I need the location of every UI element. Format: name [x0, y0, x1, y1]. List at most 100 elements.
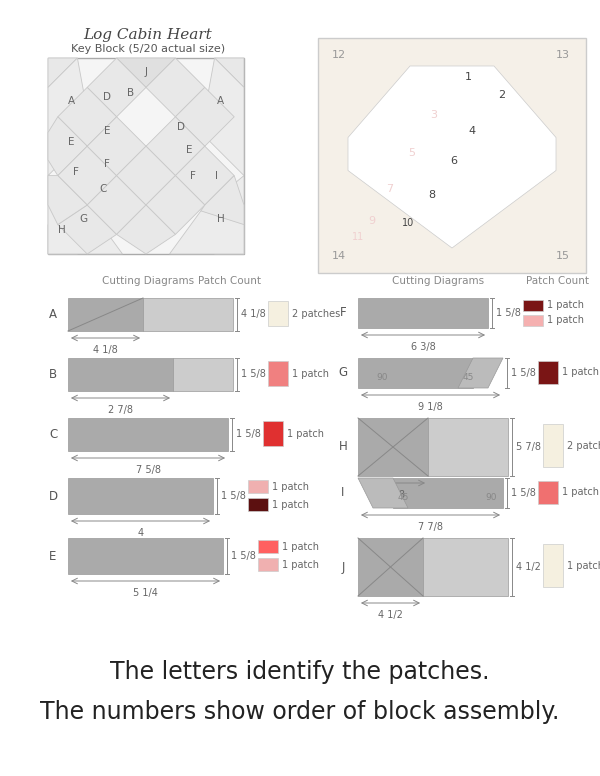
Text: 6 3/8: 6 3/8 [410, 342, 436, 352]
Text: 45: 45 [463, 372, 475, 382]
Text: H: H [338, 441, 347, 453]
Text: 2 patches: 2 patches [292, 309, 340, 319]
Bar [318, 38, 586, 273]
Polygon shape [48, 175, 87, 224]
Text: I: I [215, 171, 218, 181]
Polygon shape [266, 154, 364, 252]
Text: D: D [177, 122, 185, 132]
Bar [428, 418, 508, 476]
Bar [268, 362, 288, 386]
Text: 1 5/8: 1 5/8 [231, 551, 256, 561]
Text: 7 7/8: 7 7/8 [418, 522, 443, 532]
Text: Cutting Diagrams: Cutting Diagrams [392, 276, 484, 286]
Bar [68, 358, 173, 391]
Polygon shape [146, 117, 205, 175]
Text: B: B [49, 368, 57, 381]
Polygon shape [87, 175, 146, 234]
Text: I: I [341, 487, 344, 500]
Polygon shape [175, 88, 234, 146]
Polygon shape [48, 175, 122, 254]
Text: F: F [73, 167, 79, 177]
Text: E: E [104, 126, 110, 136]
Bar [68, 478, 213, 514]
Polygon shape [201, 175, 244, 224]
Text: 2 7/8: 2 7/8 [108, 405, 133, 415]
Polygon shape [452, 66, 600, 265]
Polygon shape [146, 58, 205, 117]
Text: F: F [190, 171, 196, 181]
Text: Patch Count: Patch Count [199, 276, 262, 286]
Text: The numbers show order of block assembly.: The numbers show order of block assembly… [40, 700, 560, 724]
Polygon shape [58, 146, 116, 205]
Text: 1: 1 [464, 72, 472, 82]
Polygon shape [48, 117, 87, 175]
Text: H: H [58, 226, 65, 235]
Text: 1 5/8: 1 5/8 [241, 369, 266, 379]
Polygon shape [263, 132, 386, 255]
Text: 1 patch: 1 patch [272, 482, 309, 491]
Text: 15: 15 [556, 251, 570, 261]
Bar [538, 361, 558, 383]
Polygon shape [116, 58, 175, 88]
Polygon shape [87, 58, 146, 117]
Bar [523, 300, 543, 310]
Polygon shape [358, 478, 408, 508]
Bar [358, 358, 473, 388]
Text: 1 5/8: 1 5/8 [236, 429, 261, 439]
Text: 4 1/2: 4 1/2 [516, 562, 541, 572]
Text: D: D [49, 490, 58, 503]
Bar [543, 544, 563, 587]
Polygon shape [48, 58, 91, 175]
Text: 14: 14 [332, 251, 346, 261]
Text: 7 5/8: 7 5/8 [136, 465, 161, 475]
Text: 1 patch: 1 patch [562, 367, 599, 377]
Text: 10: 10 [402, 218, 414, 228]
Text: 45: 45 [398, 493, 409, 501]
Text: 1 patch: 1 patch [567, 560, 600, 570]
Text: The letters identify the patches.: The letters identify the patches. [110, 660, 490, 684]
Bar [543, 424, 563, 467]
Text: F: F [104, 159, 110, 169]
Text: 3: 3 [431, 110, 437, 120]
Text: J: J [341, 560, 344, 573]
Text: G: G [338, 366, 347, 379]
Polygon shape [518, 132, 600, 255]
Bar [358, 298, 488, 328]
Text: 1 5/8: 1 5/8 [496, 308, 521, 318]
Text: 4 1/2: 4 1/2 [378, 610, 403, 620]
Text: 7: 7 [386, 184, 394, 194]
Bar [248, 480, 268, 494]
Text: E: E [68, 137, 75, 147]
Polygon shape [175, 146, 234, 205]
Polygon shape [87, 117, 146, 175]
Text: 11: 11 [352, 232, 364, 242]
Bar [268, 301, 288, 326]
Bar [393, 478, 503, 508]
Bar [48, 58, 244, 254]
Text: G: G [79, 213, 88, 223]
Bar [143, 298, 233, 331]
Text: 5 7/8: 5 7/8 [380, 490, 406, 500]
Polygon shape [474, 88, 600, 262]
Polygon shape [146, 175, 205, 234]
Bar [248, 497, 268, 511]
Text: 9: 9 [368, 216, 376, 226]
Text: C: C [99, 185, 107, 194]
Text: Patch Count: Patch Count [527, 276, 589, 286]
Bar [358, 538, 423, 596]
Text: A: A [49, 308, 57, 321]
Text: E: E [186, 145, 193, 155]
Bar [68, 298, 143, 331]
Text: 1 patch: 1 patch [562, 487, 599, 497]
Text: H: H [217, 213, 224, 223]
Text: 1 patch: 1 patch [547, 300, 584, 310]
Text: 4: 4 [137, 528, 143, 538]
Text: 13: 13 [556, 50, 570, 60]
Bar [68, 538, 223, 574]
Text: 12: 12 [332, 50, 346, 60]
Text: 1 patch: 1 patch [282, 559, 319, 570]
Polygon shape [58, 88, 116, 146]
Bar [523, 314, 543, 326]
Text: J: J [145, 67, 148, 77]
Text: 9 1/8: 9 1/8 [418, 402, 443, 412]
